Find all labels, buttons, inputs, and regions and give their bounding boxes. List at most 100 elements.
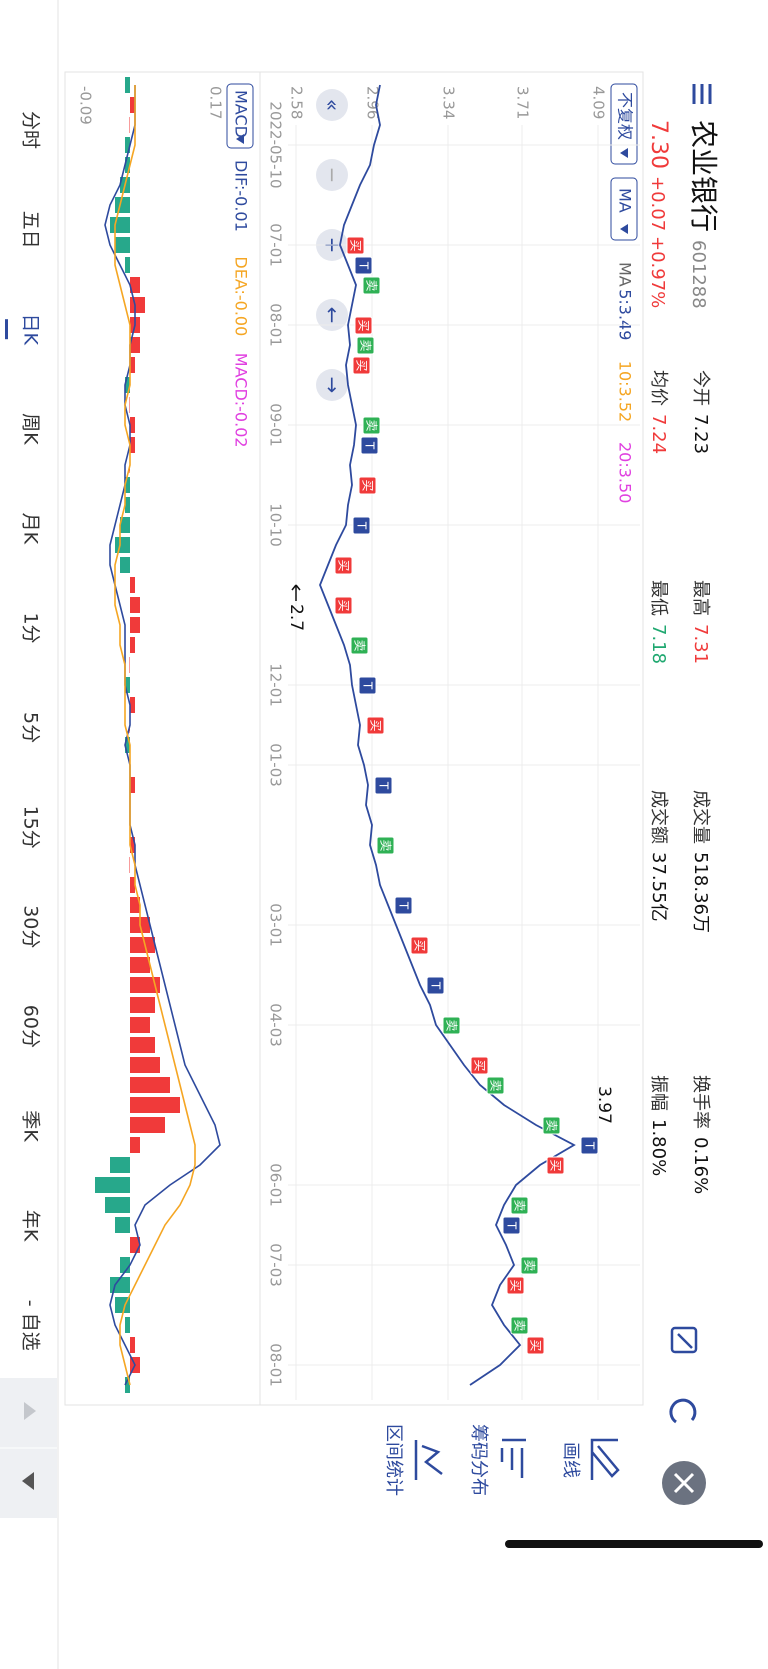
scroll-start-button[interactable] <box>316 89 348 121</box>
stat-value: 1.80% <box>648 1119 669 1176</box>
trade-flag-label: 买 <box>369 719 383 731</box>
trade-flag <box>346 236 365 255</box>
price-change-pct: +0.97% <box>647 236 668 308</box>
trade-flag-label: 买 <box>413 939 427 951</box>
trade-flag-label: 买 <box>509 1279 523 1291</box>
macd-bar <box>130 697 135 713</box>
tab[interactable]: 5分 <box>20 712 42 743</box>
macd-bar <box>130 897 140 913</box>
macd-bar <box>115 197 130 213</box>
trade-flag <box>486 1076 505 1095</box>
stat-label: 成交额 <box>648 790 669 844</box>
trade-flag <box>506 1276 525 1295</box>
stat-value: 0.16% <box>690 1137 711 1194</box>
trade-flag-label: T <box>397 901 411 910</box>
macd-bar <box>130 277 140 293</box>
macd-legend: DEA:-0.00 <box>232 256 251 336</box>
min-arrow <box>291 584 301 601</box>
trade-flag <box>426 976 445 995</box>
adjust-label: 不复权 <box>616 92 635 140</box>
x-tick-label: 08-01 <box>267 303 285 347</box>
x-tick-label: 08-01 <box>267 1343 285 1387</box>
stat-value: 7.24 <box>648 414 669 454</box>
adjust-dropdown[interactable] <box>610 83 638 165</box>
macd-bar <box>120 557 130 573</box>
trade-flag-label: 买 <box>549 1159 563 1171</box>
x-tick-label: 03-01 <box>267 903 285 947</box>
tab[interactable]: 月K <box>20 513 42 545</box>
macd-line <box>114 85 196 1386</box>
icon: « <box>321 99 345 111</box>
macd-bar <box>130 937 155 953</box>
scroll-down[interactable] <box>22 1472 34 1490</box>
trade-flag-label: 卖 <box>513 1199 527 1211</box>
macd-bar <box>125 497 130 513</box>
macd-bar <box>130 1137 140 1153</box>
trade-flag-label: 买 <box>337 599 351 611</box>
macd-bar <box>130 877 135 893</box>
macd-bar <box>130 1057 160 1073</box>
tab[interactable]: 年K <box>20 1210 42 1242</box>
move-left-button[interactable] <box>316 299 348 331</box>
trade-flag <box>442 1016 461 1035</box>
tab[interactable]: 15分 <box>20 806 42 849</box>
tab[interactable]: 日K <box>20 313 42 345</box>
tab[interactable]: - 自选 <box>20 1300 42 1351</box>
trade-flag <box>360 436 379 455</box>
stat-value: 7.31 <box>690 624 711 664</box>
icon: ← <box>321 307 345 324</box>
macd-bar <box>130 977 160 993</box>
x-tick-label: 06-01 <box>267 1163 285 1207</box>
y-tick-label: 3.71 <box>514 86 532 119</box>
side-tool[interactable]: 画线 <box>560 1442 581 1478</box>
zoom-out-button[interactable] <box>316 159 348 191</box>
tab[interactable]: 季K <box>20 1110 42 1142</box>
expand-icon[interactable] <box>670 1326 698 1354</box>
stat-value: 37.55亿 <box>648 852 669 922</box>
macd-bar <box>130 597 140 613</box>
tab[interactable]: 30分 <box>20 905 42 948</box>
tab[interactable]: 60分 <box>20 1005 42 1048</box>
x-tick-label: 12-01 <box>267 663 285 707</box>
tab[interactable]: 分时 <box>20 111 42 149</box>
tab[interactable]: 五日 <box>20 211 42 249</box>
stat-value: 7.18 <box>648 624 669 664</box>
stat-value: 518.36万 <box>690 852 711 933</box>
ma-label: MA <box>616 262 635 287</box>
macd-bar <box>130 617 140 633</box>
trade-flag-label: 卖 <box>523 1259 537 1271</box>
scroll-up[interactable] <box>24 1402 36 1420</box>
tab[interactable]: 周K <box>20 413 42 445</box>
trade-flag-label: 卖 <box>365 419 379 431</box>
trade-flag <box>366 716 385 735</box>
indicator-dropdown[interactable] <box>610 177 638 241</box>
trade-flag <box>470 1056 489 1075</box>
trade-flag <box>334 556 353 575</box>
side-tool[interactable]: 区间统计 <box>383 1424 404 1496</box>
trade-flag-label: 买 <box>357 319 371 331</box>
stat-label: 均价 <box>648 370 669 406</box>
macd-bar <box>130 777 135 793</box>
macd-legend: DIF:-0.01 <box>232 160 251 232</box>
close-icon <box>673 1472 695 1494</box>
menu-icon[interactable] <box>692 84 712 104</box>
x-tick-label: 09-01 <box>267 403 285 447</box>
macd-dropdown[interactable] <box>226 83 254 149</box>
refresh-icon[interactable] <box>669 1398 697 1424</box>
trade-flag <box>580 1136 599 1155</box>
stat-label: 今开 <box>690 370 711 406</box>
x-tick-label: 2022-05-10 <box>267 101 285 188</box>
move-right-button[interactable] <box>316 369 348 401</box>
trade-flag-label: 卖 <box>545 1119 559 1131</box>
macd-bar <box>130 97 135 113</box>
macd-bar <box>105 1197 130 1213</box>
trade-flag-label: 买 <box>361 479 375 491</box>
side-tool[interactable]: 筹码分布 <box>468 1424 489 1496</box>
tab[interactable]: 1分 <box>20 612 42 643</box>
stat-label: 换手率 <box>690 1075 711 1129</box>
macd-bar <box>129 117 130 133</box>
price-change: +0.07 <box>647 176 668 231</box>
